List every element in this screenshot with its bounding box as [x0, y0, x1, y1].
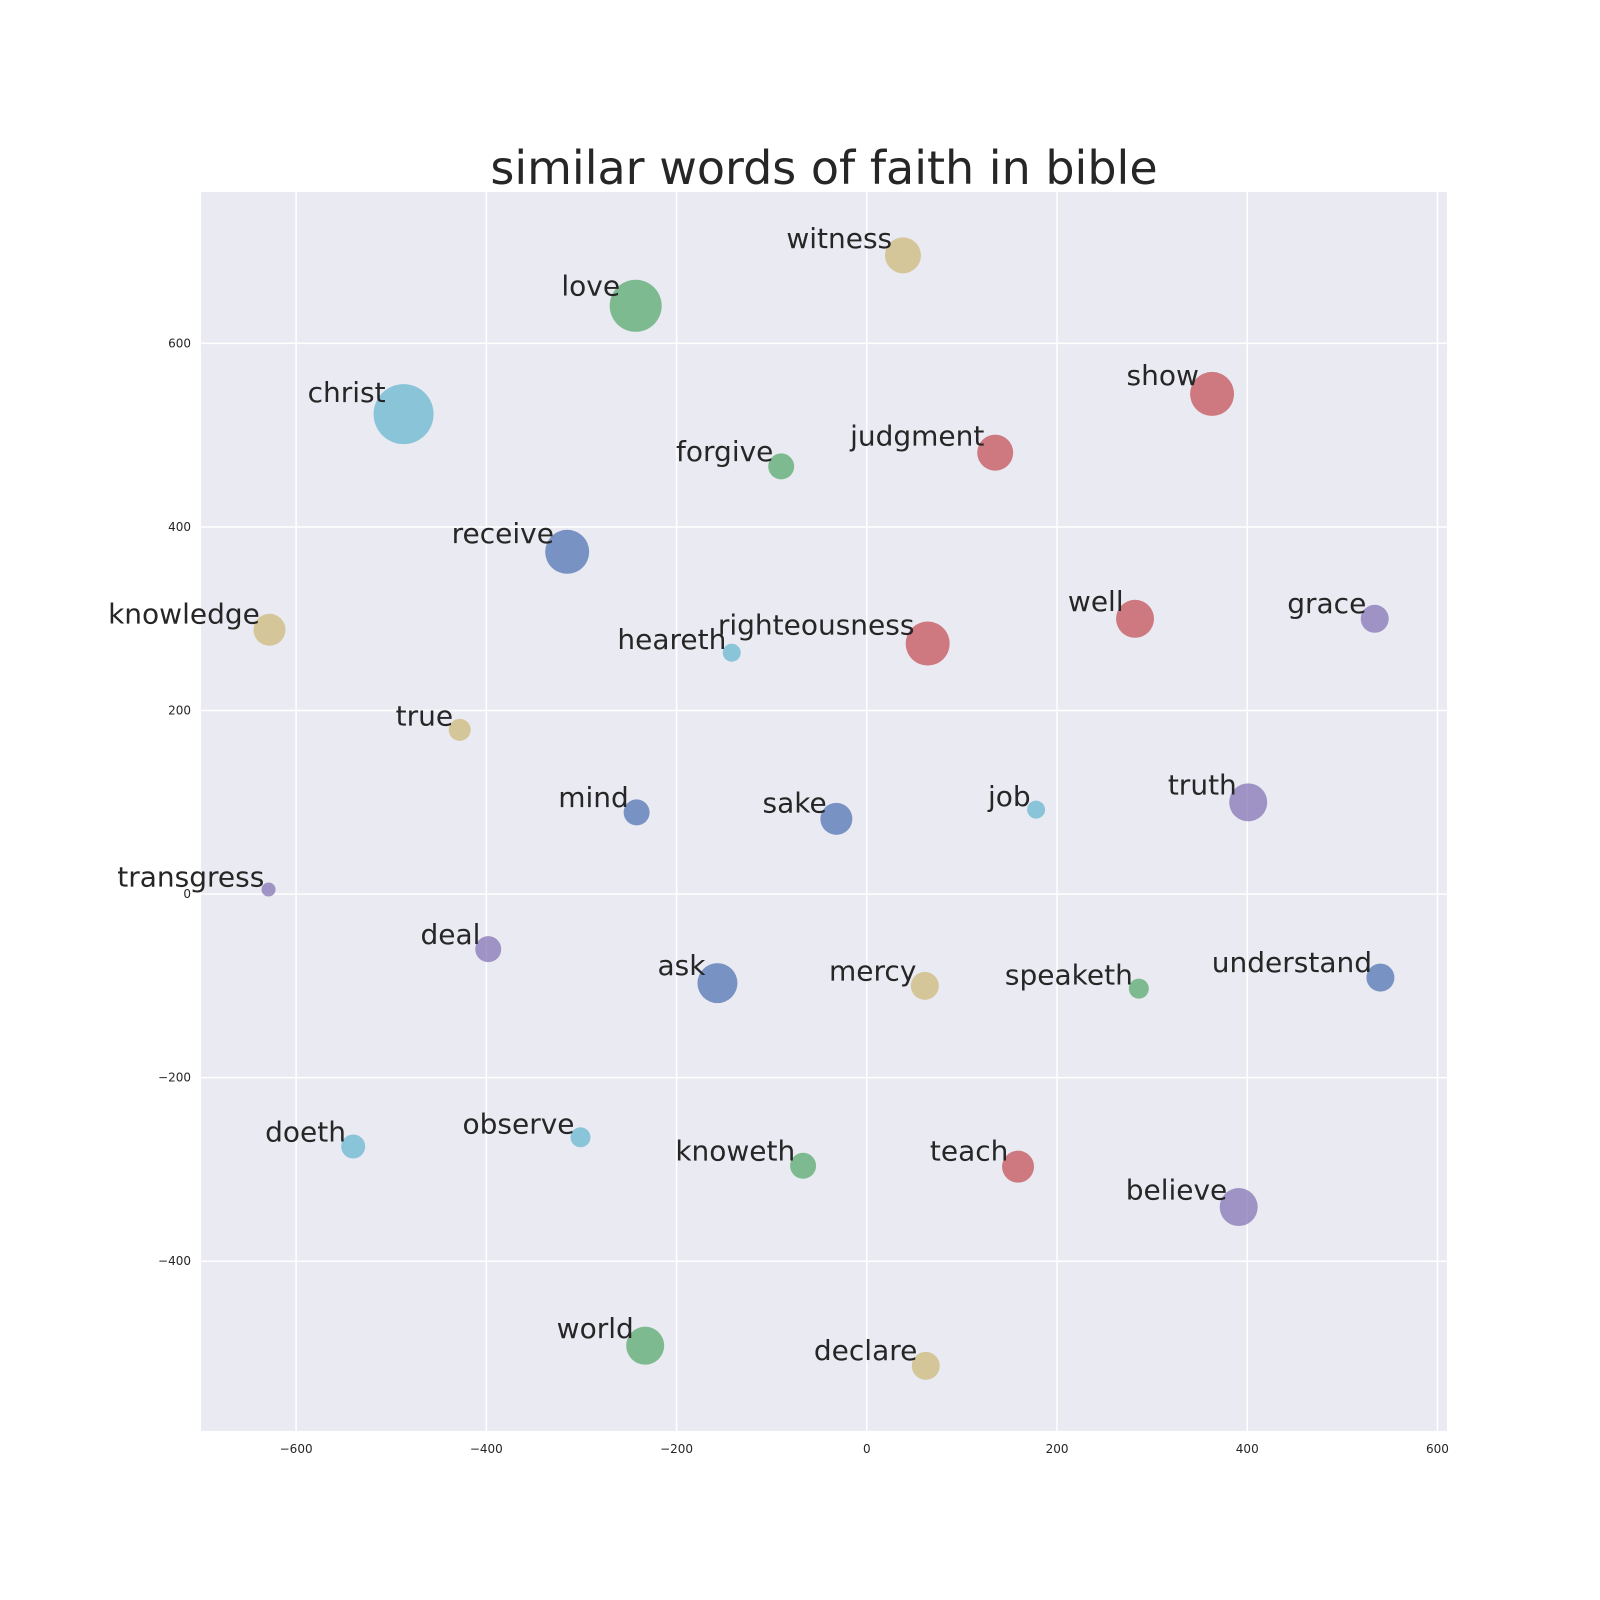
label-deal: deal	[421, 918, 481, 951]
label-witness: witness	[786, 222, 892, 255]
label-transgress: transgress	[117, 861, 264, 894]
point-speaketh	[1128, 978, 1149, 999]
point-receive	[545, 529, 590, 574]
point-mercy	[910, 971, 939, 1000]
y-tick-label: 0	[183, 887, 191, 901]
label-mind: mind	[558, 781, 629, 814]
label-job: job	[987, 780, 1031, 813]
point-forgive	[768, 453, 795, 480]
point-righteousness	[905, 621, 950, 666]
label-show: show	[1126, 359, 1198, 392]
label-observe: observe	[462, 1107, 574, 1140]
point-mind	[623, 799, 650, 826]
point-doeth	[341, 1134, 366, 1159]
label-truth: truth	[1168, 769, 1237, 802]
label-grace: grace	[1287, 587, 1366, 620]
label-sake: sake	[763, 786, 827, 819]
point-knoweth	[790, 1152, 817, 1179]
y-tick-label: 600	[168, 336, 191, 350]
label-believe: believe	[1126, 1173, 1228, 1206]
y-tick-label: 400	[168, 520, 191, 534]
point-deal	[475, 936, 502, 963]
label-well: well	[1068, 585, 1124, 618]
point-knowledge	[253, 613, 286, 646]
point-christ	[373, 384, 434, 445]
point-declare	[911, 1351, 940, 1380]
axis-ticks: −600 −400 −200 0 200 400 600 −400 −200 0 200 400 600	[158, 336, 1449, 1456]
label-world: world	[557, 1312, 634, 1345]
point-understand	[1366, 963, 1395, 992]
x-tick-label: 0	[863, 1442, 871, 1456]
point-well	[1116, 599, 1155, 638]
y-tick-label: 200	[168, 704, 191, 718]
point-true	[448, 718, 471, 741]
x-tick-label: −600	[280, 1442, 313, 1456]
x-tick-label: −400	[470, 1442, 503, 1456]
point-labels: witness love show christ forgive judgment rece…	[108, 222, 1372, 1367]
label-declare: declare	[814, 1334, 917, 1367]
label-mercy: mercy	[829, 954, 916, 987]
label-love: love	[561, 269, 620, 302]
point-job	[1027, 800, 1046, 819]
label-knowledge: knowledge	[108, 597, 260, 630]
x-tick-label: 600	[1426, 1442, 1449, 1456]
y-tick-label: −400	[158, 1254, 191, 1268]
label-understand: understand	[1212, 946, 1372, 979]
point-transgress	[261, 882, 276, 897]
x-tick-label: 400	[1236, 1442, 1259, 1456]
x-tick-label: 200	[1046, 1442, 1069, 1456]
grid-lines	[201, 192, 1447, 1431]
label-doeth: doeth	[265, 1116, 346, 1149]
point-witness	[884, 237, 921, 274]
label-ask: ask	[658, 949, 707, 982]
chart-title: similar words of faith in bible	[490, 141, 1157, 195]
point-ask	[697, 963, 738, 1004]
point-observe	[570, 1127, 591, 1148]
point-heareth	[722, 643, 741, 662]
point-world	[626, 1326, 665, 1365]
point-teach	[1002, 1150, 1035, 1183]
point-judgment	[977, 434, 1014, 471]
label-forgive: forgive	[676, 435, 773, 468]
label-heareth: heareth	[617, 623, 726, 656]
label-christ: christ	[308, 376, 386, 409]
point-love	[609, 279, 662, 332]
point-believe	[1219, 1188, 1258, 1227]
label-knoweth: knoweth	[675, 1135, 795, 1168]
label-receive: receive	[452, 517, 554, 550]
point-sake	[820, 802, 853, 835]
data-points	[253, 237, 1395, 1380]
point-truth	[1229, 783, 1268, 822]
label-true: true	[396, 699, 453, 732]
y-tick-label: −200	[158, 1071, 191, 1085]
x-tick-label: −200	[660, 1442, 693, 1456]
point-show	[1190, 371, 1235, 416]
point-grace	[1360, 604, 1389, 633]
label-judgment: judgment	[849, 419, 984, 452]
label-righteousness: righteousness	[718, 609, 915, 642]
label-teach: teach	[930, 1134, 1009, 1167]
label-speaketh: speaketh	[1005, 959, 1133, 992]
